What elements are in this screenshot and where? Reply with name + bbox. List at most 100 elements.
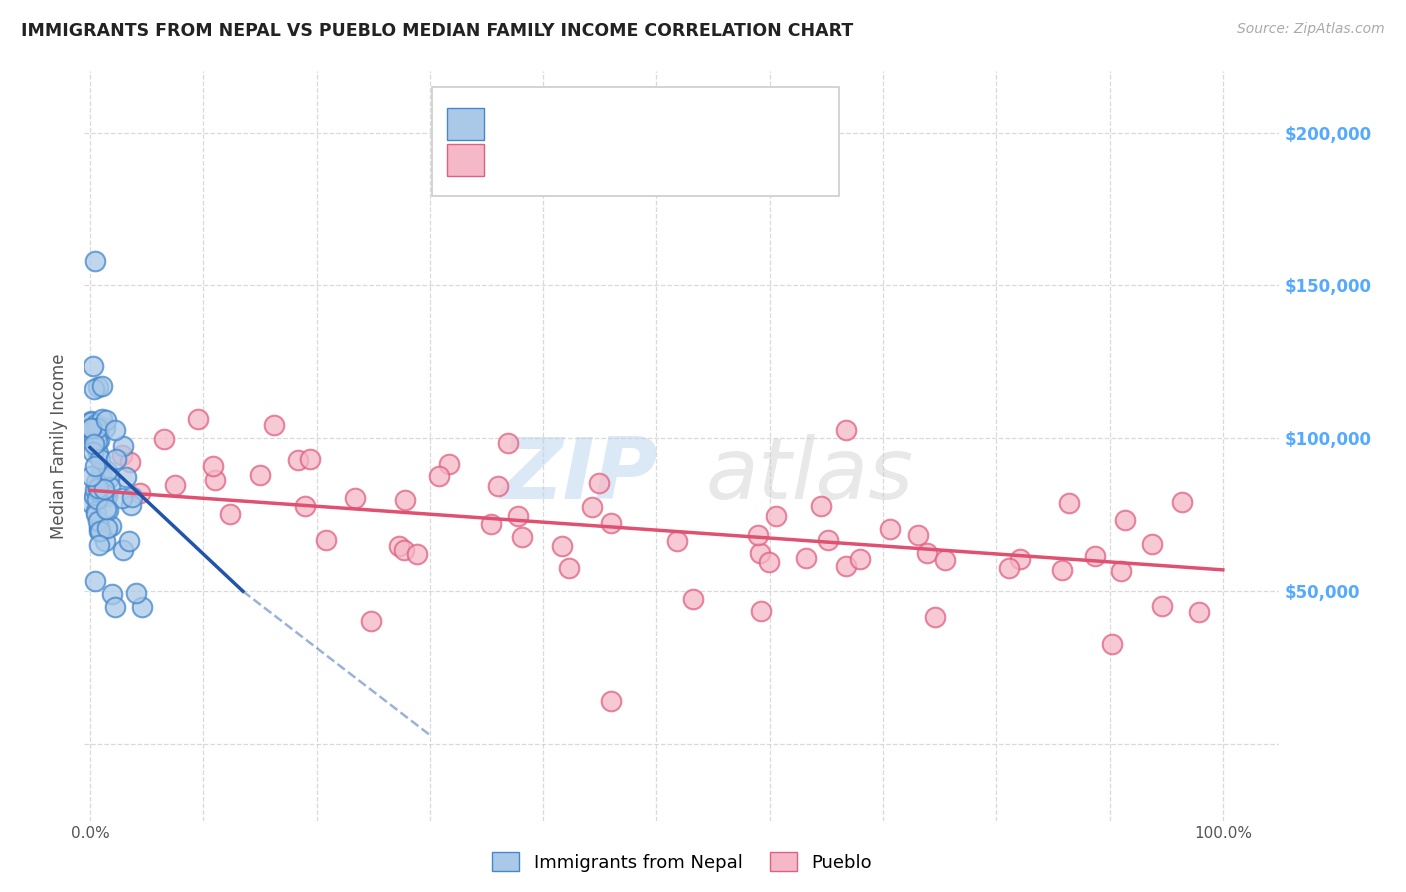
Point (129, 486, 152, 500)
Point (551, 540, 574, 554)
Point (1140, 537, 1163, 551)
Point (388, 539, 411, 553)
Point (118, 533, 141, 548)
Point (90, 468, 112, 483)
Legend: Immigrants from Nepal, Pueblo: Immigrants from Nepal, Pueblo (485, 846, 879, 879)
Point (1188, 605, 1211, 619)
Point (89, 451, 111, 466)
Point (101, 587, 124, 601)
Point (1150, 599, 1173, 613)
Point (344, 491, 367, 505)
Point (879, 522, 901, 536)
Point (97, 503, 120, 517)
Point (810, 499, 832, 513)
Point (747, 527, 769, 541)
Point (600, 694, 623, 708)
Point (666, 533, 689, 548)
Point (80, 421, 103, 435)
Point (124, 585, 146, 599)
Point (315, 533, 337, 547)
Point (131, 599, 153, 614)
Point (915, 546, 938, 560)
Point (817, 533, 839, 548)
Point (87, 446, 110, 460)
Text: 64: 64 (644, 152, 665, 167)
Point (93, 487, 115, 501)
Point (84, 504, 107, 518)
Point (89, 487, 111, 501)
Point (121, 491, 143, 505)
Point (86, 417, 108, 432)
Point (439, 457, 461, 471)
Point (360, 614, 382, 628)
Point (287, 452, 309, 467)
Point (394, 492, 416, 507)
Point (87, 514, 110, 528)
Point (187, 412, 209, 426)
Point (201, 459, 224, 474)
Point (249, 467, 271, 482)
Text: IMMIGRANTS FROM NEPAL VS PUEBLO MEDIAN FAMILY INCOME CORRELATION CHART: IMMIGRANTS FROM NEPAL VS PUEBLO MEDIAN F… (21, 22, 853, 40)
Point (111, 543, 134, 558)
Text: N =: N = (607, 152, 641, 167)
Point (1050, 563, 1073, 577)
Point (496, 436, 519, 450)
Point (80, 414, 103, 428)
Point (512, 530, 534, 544)
Point (94, 501, 117, 516)
Point (581, 500, 603, 514)
Point (219, 507, 242, 521)
Point (82, 359, 104, 374)
Point (1008, 551, 1031, 566)
Text: ZIP: ZIP (501, 434, 658, 517)
Point (111, 449, 134, 463)
Point (907, 528, 929, 542)
Y-axis label: Median Family Income: Median Family Income (51, 353, 69, 539)
Point (849, 551, 872, 566)
Point (94, 421, 117, 435)
Point (749, 604, 772, 618)
Point (86, 475, 108, 490)
Point (998, 561, 1021, 575)
Point (104, 599, 127, 614)
Point (83, 574, 105, 588)
Point (87, 380, 110, 394)
Point (80, 421, 103, 435)
Point (294, 499, 316, 513)
Point (118, 455, 141, 469)
Text: -0.481: -0.481 (531, 116, 586, 131)
Point (87, 434, 110, 448)
Point (84, 459, 107, 474)
Point (120, 498, 142, 512)
Point (83, 382, 105, 396)
Point (91, 484, 114, 499)
Point (934, 553, 956, 567)
Point (87, 538, 110, 552)
Point (104, 423, 127, 437)
Text: R =: R = (492, 116, 526, 131)
Point (91, 378, 114, 392)
Point (96, 412, 118, 426)
Text: atlas: atlas (706, 434, 914, 517)
Point (83, 437, 105, 451)
Point (765, 508, 787, 523)
Point (1084, 549, 1107, 564)
Point (835, 423, 858, 437)
Point (794, 550, 817, 565)
Point (100, 519, 122, 533)
Point (96, 521, 118, 535)
Point (299, 452, 322, 467)
Point (758, 555, 780, 569)
Point (115, 469, 138, 483)
Text: Source: ZipAtlas.com: Source: ZipAtlas.com (1237, 22, 1385, 37)
Point (82, 431, 104, 445)
Point (749, 546, 772, 560)
Point (83, 489, 105, 503)
Point (835, 559, 858, 574)
Point (87, 482, 110, 496)
Point (80, 496, 103, 510)
Point (82, 444, 104, 458)
Point (96, 489, 118, 503)
Point (111, 439, 134, 453)
Point (1171, 495, 1194, 509)
